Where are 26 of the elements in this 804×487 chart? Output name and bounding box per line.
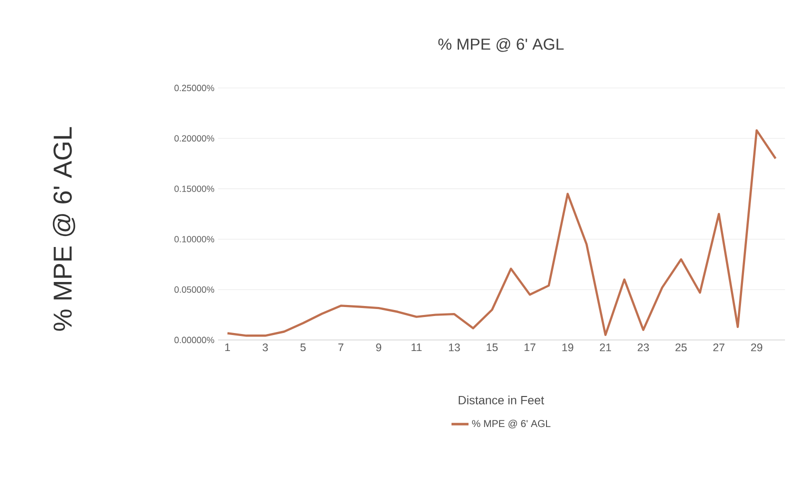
x-tick-label: 29	[751, 344, 762, 352]
y-tick-label: 0.00000%	[174, 336, 214, 344]
x-tick-label: 27	[713, 344, 724, 352]
x-tick-label: 13	[448, 344, 460, 352]
x-tick-label: 7	[338, 344, 344, 352]
line-series	[226, 129, 777, 337]
y-axis-title: % MPE @ 6' AGL	[52, 127, 76, 331]
x-tick-label: 9	[376, 344, 382, 352]
y-tick-label: 0.25000%	[174, 84, 214, 92]
x-tick-label: 23	[638, 344, 649, 352]
chart-title: % MPE @ 6' AGL	[438, 38, 564, 52]
x-tick-label: 1	[225, 344, 230, 352]
x-tick-label: 19	[562, 344, 574, 352]
x-axis-title: Distance in Feet	[458, 396, 544, 404]
y-tick-label: 0.20000%	[174, 135, 214, 142]
y-tick-label: 0.10000%	[174, 236, 214, 242]
x-tick-label: 11	[412, 344, 422, 352]
x-tick-label: 3	[262, 344, 268, 352]
legend-label: % MPE @ 6' AGL	[472, 420, 550, 428]
y-tick-label: 0.05000%	[174, 286, 214, 293]
x-tick-label: 5	[300, 344, 306, 352]
y-tick-label: 0.15000%	[174, 186, 214, 192]
x-tick-label: 17	[524, 344, 536, 352]
x-tick-label: 15	[486, 344, 498, 352]
x-tick-label: 25	[676, 344, 687, 352]
x-tick-label: 21	[600, 344, 612, 352]
